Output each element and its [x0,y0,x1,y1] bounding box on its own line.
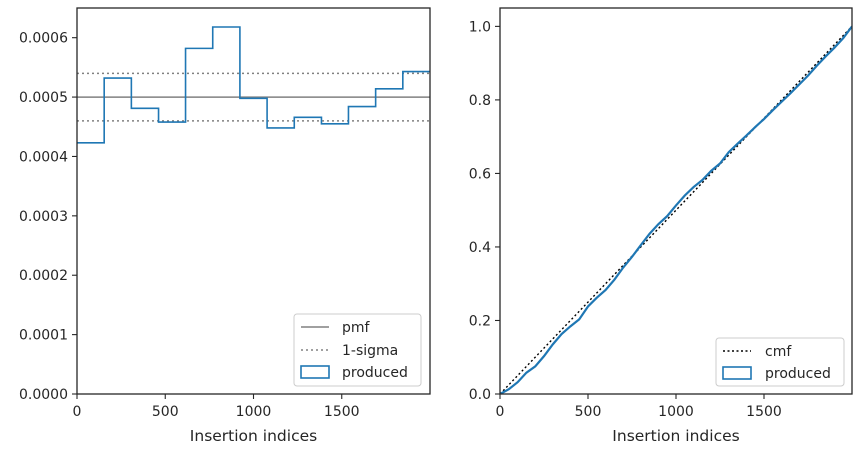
legend-label: produced [765,366,831,382]
legend-label: cmf [765,344,792,360]
x-tick-label: 0 [496,404,505,420]
x-tick-label: 1500 [324,404,360,420]
legend-produced-swatch [722,366,752,380]
legend-box [293,313,422,387]
legend-produced-swatch [300,365,330,379]
legend-box [715,337,845,387]
y-tick-label: 0.6 [469,166,491,182]
y-tick-label: 0.0000 [19,387,68,403]
y-tick-label: 0.4 [469,240,491,256]
legend: pmf 1-sigma produced [293,313,422,387]
y-tick-label: 0.0003 [19,209,68,225]
x-tick-label: 500 [152,404,179,420]
legend-label: pmf [342,320,371,336]
x-tick-label: 1000 [236,404,272,420]
y-tick-label: 0.0004 [19,149,68,165]
x-axis-label: Insertion indices [190,427,317,445]
plot-frame [76,7,431,395]
produced-cdf-line [500,25,852,394]
legend: cmf produced [715,337,845,387]
y-tick-label: 1.0 [469,19,491,35]
x-tick-label: 500 [575,404,602,420]
x-tick-label: 0 [73,404,82,420]
y-tick-label: 0.2 [469,313,491,329]
y-tick-label: 0.0002 [19,268,68,284]
produced-step-series [77,26,430,144]
legend-label: 1-sigma [342,343,398,359]
x-axis-label: Insertion indices [612,427,739,445]
y-tick-label: 0.0 [469,387,491,403]
y-tick-label: 0.0006 [19,31,68,47]
y-tick-label: 0.8 [469,93,491,109]
x-tick-label: 1500 [746,404,782,420]
cmf-line [500,25,852,394]
x-tick-label: 1000 [658,404,694,420]
legend-label: produced [342,365,408,381]
cdf-panel: 0.0 0.2 0.4 0.6 0.8 1.0 0 500 1000 1500 Insertion … [469,7,853,445]
histogram-panel: 0.0000 0.0001 0.0002 0.0003 0.0004 0.0005 0.00… [19,7,431,445]
plot-frame [499,7,853,395]
y-tick-label: 0.0005 [19,90,68,106]
y-tick-label: 0.0001 [19,328,68,344]
